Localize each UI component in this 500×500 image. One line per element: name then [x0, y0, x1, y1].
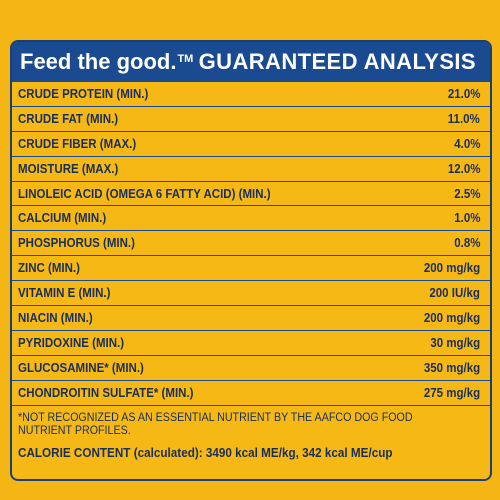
table-row: PYRIDOXINE (MIN.) 30 mg/kg	[12, 331, 490, 356]
table-row: PHOSPHORUS (MIN.) 0.8%	[12, 231, 490, 257]
nutrient-name: CRUDE FAT (MIN.)	[18, 111, 119, 126]
nutrient-value: 275 mg/kg	[423, 385, 480, 400]
table-row: CRUDE FIBER (MAX.) 4.0%	[12, 132, 490, 157]
nutrient-value: 200 IU/kg	[429, 286, 480, 301]
nutrient-name: CHONDROITIN SULFATE* (MIN.)	[18, 385, 194, 400]
nutrient-name: LINOLEIC ACID (OMEGA 6 FATTY ACID) (MIN.…	[18, 186, 271, 201]
calorie-label: CALORIE CONTENT	[18, 445, 131, 460]
nutrient-value: 0.8%	[453, 236, 480, 251]
nutrient-name: CALCIUM (MIN.)	[18, 211, 107, 226]
table-row: GLUCOSAMINE* (MIN.) 350 mg/kg	[12, 356, 490, 381]
analysis-rows: CRUDE PROTEIN (MIN.) 21.0% CRUDE FAT (MI…	[12, 82, 490, 406]
nutrient-name: PHOSPHORUS (MIN.)	[18, 236, 135, 251]
table-row: ZINC (MIN.) 200 mg/kg	[12, 256, 490, 282]
table-row: MOISTURE (MAX.) 12.0%	[12, 157, 490, 182]
nutrient-value: 30 mg/kg	[430, 335, 480, 350]
header-tagline: Feed the good.	[20, 49, 177, 74]
nutrient-value: 4.0%	[453, 136, 480, 151]
nutrient-name: NIACIN (MIN.)	[18, 311, 93, 326]
nutrient-value: 21.0%	[447, 87, 480, 101]
table-row: NIACIN (MIN.) 200 mg/kg	[12, 306, 490, 331]
nutrient-name: VITAMIN E (MIN.)	[18, 286, 111, 301]
nutrient-name: CRUDE PROTEIN (MIN.)	[18, 87, 149, 101]
table-row: VITAMIN E (MIN.) 200 IU/kg	[12, 281, 490, 307]
table-row: CALCIUM (MIN.) 1.0%	[12, 206, 490, 232]
header-tagline-group: Feed the good.TM	[20, 42, 193, 82]
nutrient-name: ZINC (MIN.)	[18, 261, 80, 276]
table-row: CRUDE PROTEIN (MIN.) 21.0%	[12, 82, 490, 107]
table-header: Feed the good.TM GUARANTEED ANALYSIS	[12, 42, 490, 82]
nutrient-value: 2.5%	[453, 186, 480, 201]
nutrient-value: 350 mg/kg	[423, 360, 480, 375]
nutrient-value: 200 mg/kg	[423, 261, 480, 276]
table-row: LINOLEIC ACID (OMEGA 6 FATTY ACID) (MIN.…	[12, 182, 490, 207]
nutrient-name: CRUDE FIBER (MAX.)	[18, 136, 137, 151]
table-row: CRUDE FAT (MIN.) 11.0%	[12, 107, 490, 132]
footnote: *NOT RECOGNIZED AS AN ESSENTIAL NUTRIENT…	[18, 412, 413, 437]
calorie-content: CALORIE CONTENT (calculated): 3490 kcal …	[18, 445, 468, 460]
table-row: CHONDROITIN SULFATE* (MIN.) 275 mg/kg	[12, 381, 490, 406]
calorie-value: (calculated): 3490 kcal ME/kg, 342 kcal …	[133, 445, 393, 460]
nutrient-value: 200 mg/kg	[423, 311, 480, 326]
nutrient-value: 1.0%	[453, 211, 480, 226]
nutrient-value: 11.0%	[448, 111, 480, 126]
trademark-mark: TM	[177, 53, 194, 65]
nutrient-name: MOISTURE (MAX.)	[18, 161, 119, 176]
nutrient-name: GLUCOSAMINE* (MIN.)	[18, 360, 144, 375]
nutrient-value: 12.0%	[447, 161, 480, 176]
guaranteed-analysis-table: Feed the good.TM GUARANTEED ANALYSIS CRU…	[10, 40, 492, 481]
header-title: GUARANTEED ANALYSIS	[198, 49, 476, 74]
nutrient-name: PYRIDOXINE (MIN.)	[18, 335, 125, 350]
